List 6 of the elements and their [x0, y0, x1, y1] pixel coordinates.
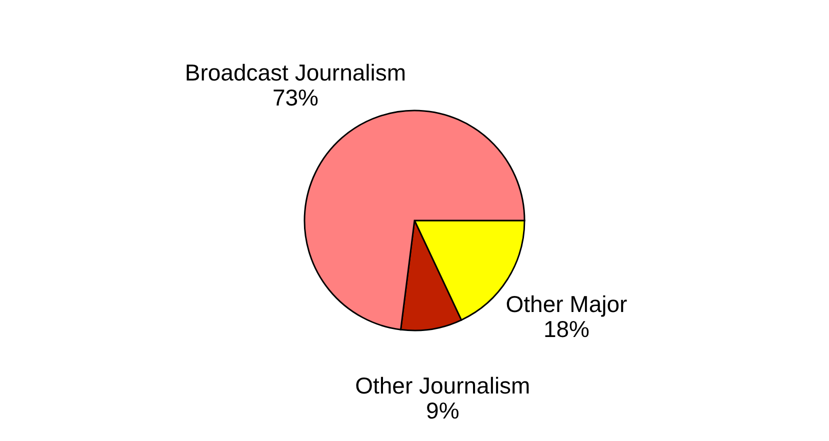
data-label: 9%	[426, 397, 460, 424]
slice-label: Other Major	[506, 290, 628, 317]
slice-label: Broadcast Journalism	[184, 59, 406, 86]
data-label: 73%	[272, 84, 318, 110]
slice-label: Other Journalism	[355, 372, 530, 398]
data-label: 18%	[543, 316, 590, 342]
